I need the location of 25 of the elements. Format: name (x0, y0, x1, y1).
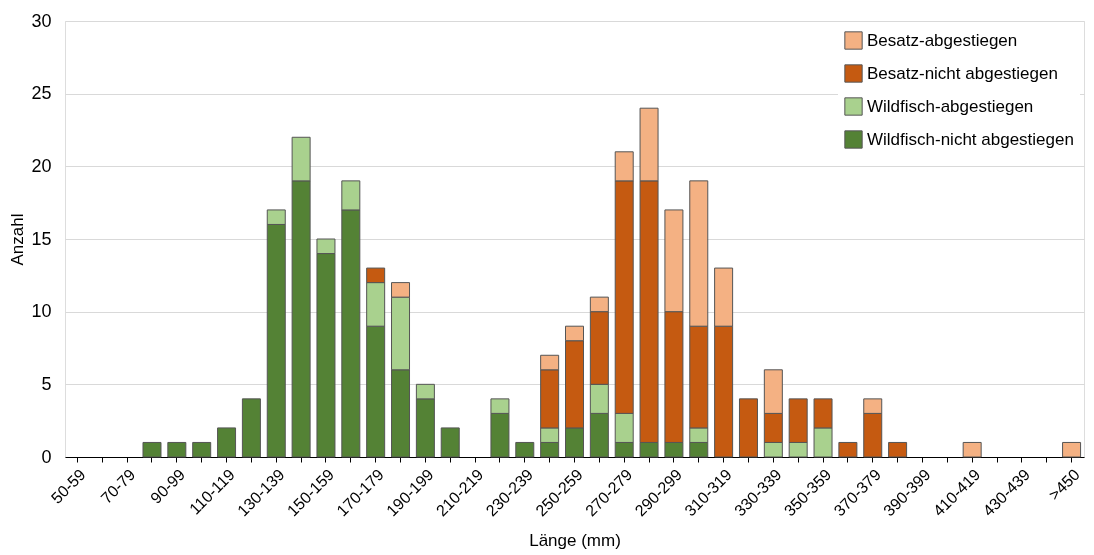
y-tick-label: 30 (31, 10, 52, 31)
legend-label: Besatz-nicht abgestiegen (867, 63, 1058, 83)
bar (241, 398, 261, 458)
bar (888, 441, 908, 458)
y-tick-label: 25 (31, 83, 52, 104)
bar (217, 427, 237, 458)
y-tick-label: 5 (41, 373, 52, 394)
bar (838, 441, 858, 458)
bar (142, 441, 162, 458)
legend-label: Wildfisch-abgestiegen (867, 96, 1034, 116)
bar (167, 441, 187, 458)
bar (440, 427, 460, 458)
bar (738, 398, 758, 458)
y-tick-label: 20 (31, 155, 52, 176)
y-tick-label: 15 (31, 228, 52, 249)
bar (192, 441, 212, 458)
bar (515, 441, 535, 458)
bar (1062, 441, 1082, 458)
x-axis-title: Länge (mm) (529, 531, 621, 551)
legend-label: Wildfisch-nicht abgestiegen (867, 129, 1074, 149)
y-axis-title: Anzahl (8, 213, 28, 266)
y-tick-label: 0 (41, 446, 52, 467)
y-tick-label: 10 (31, 301, 52, 322)
legend-label: Besatz-abgestiegen (867, 30, 1018, 50)
bar (962, 441, 982, 458)
